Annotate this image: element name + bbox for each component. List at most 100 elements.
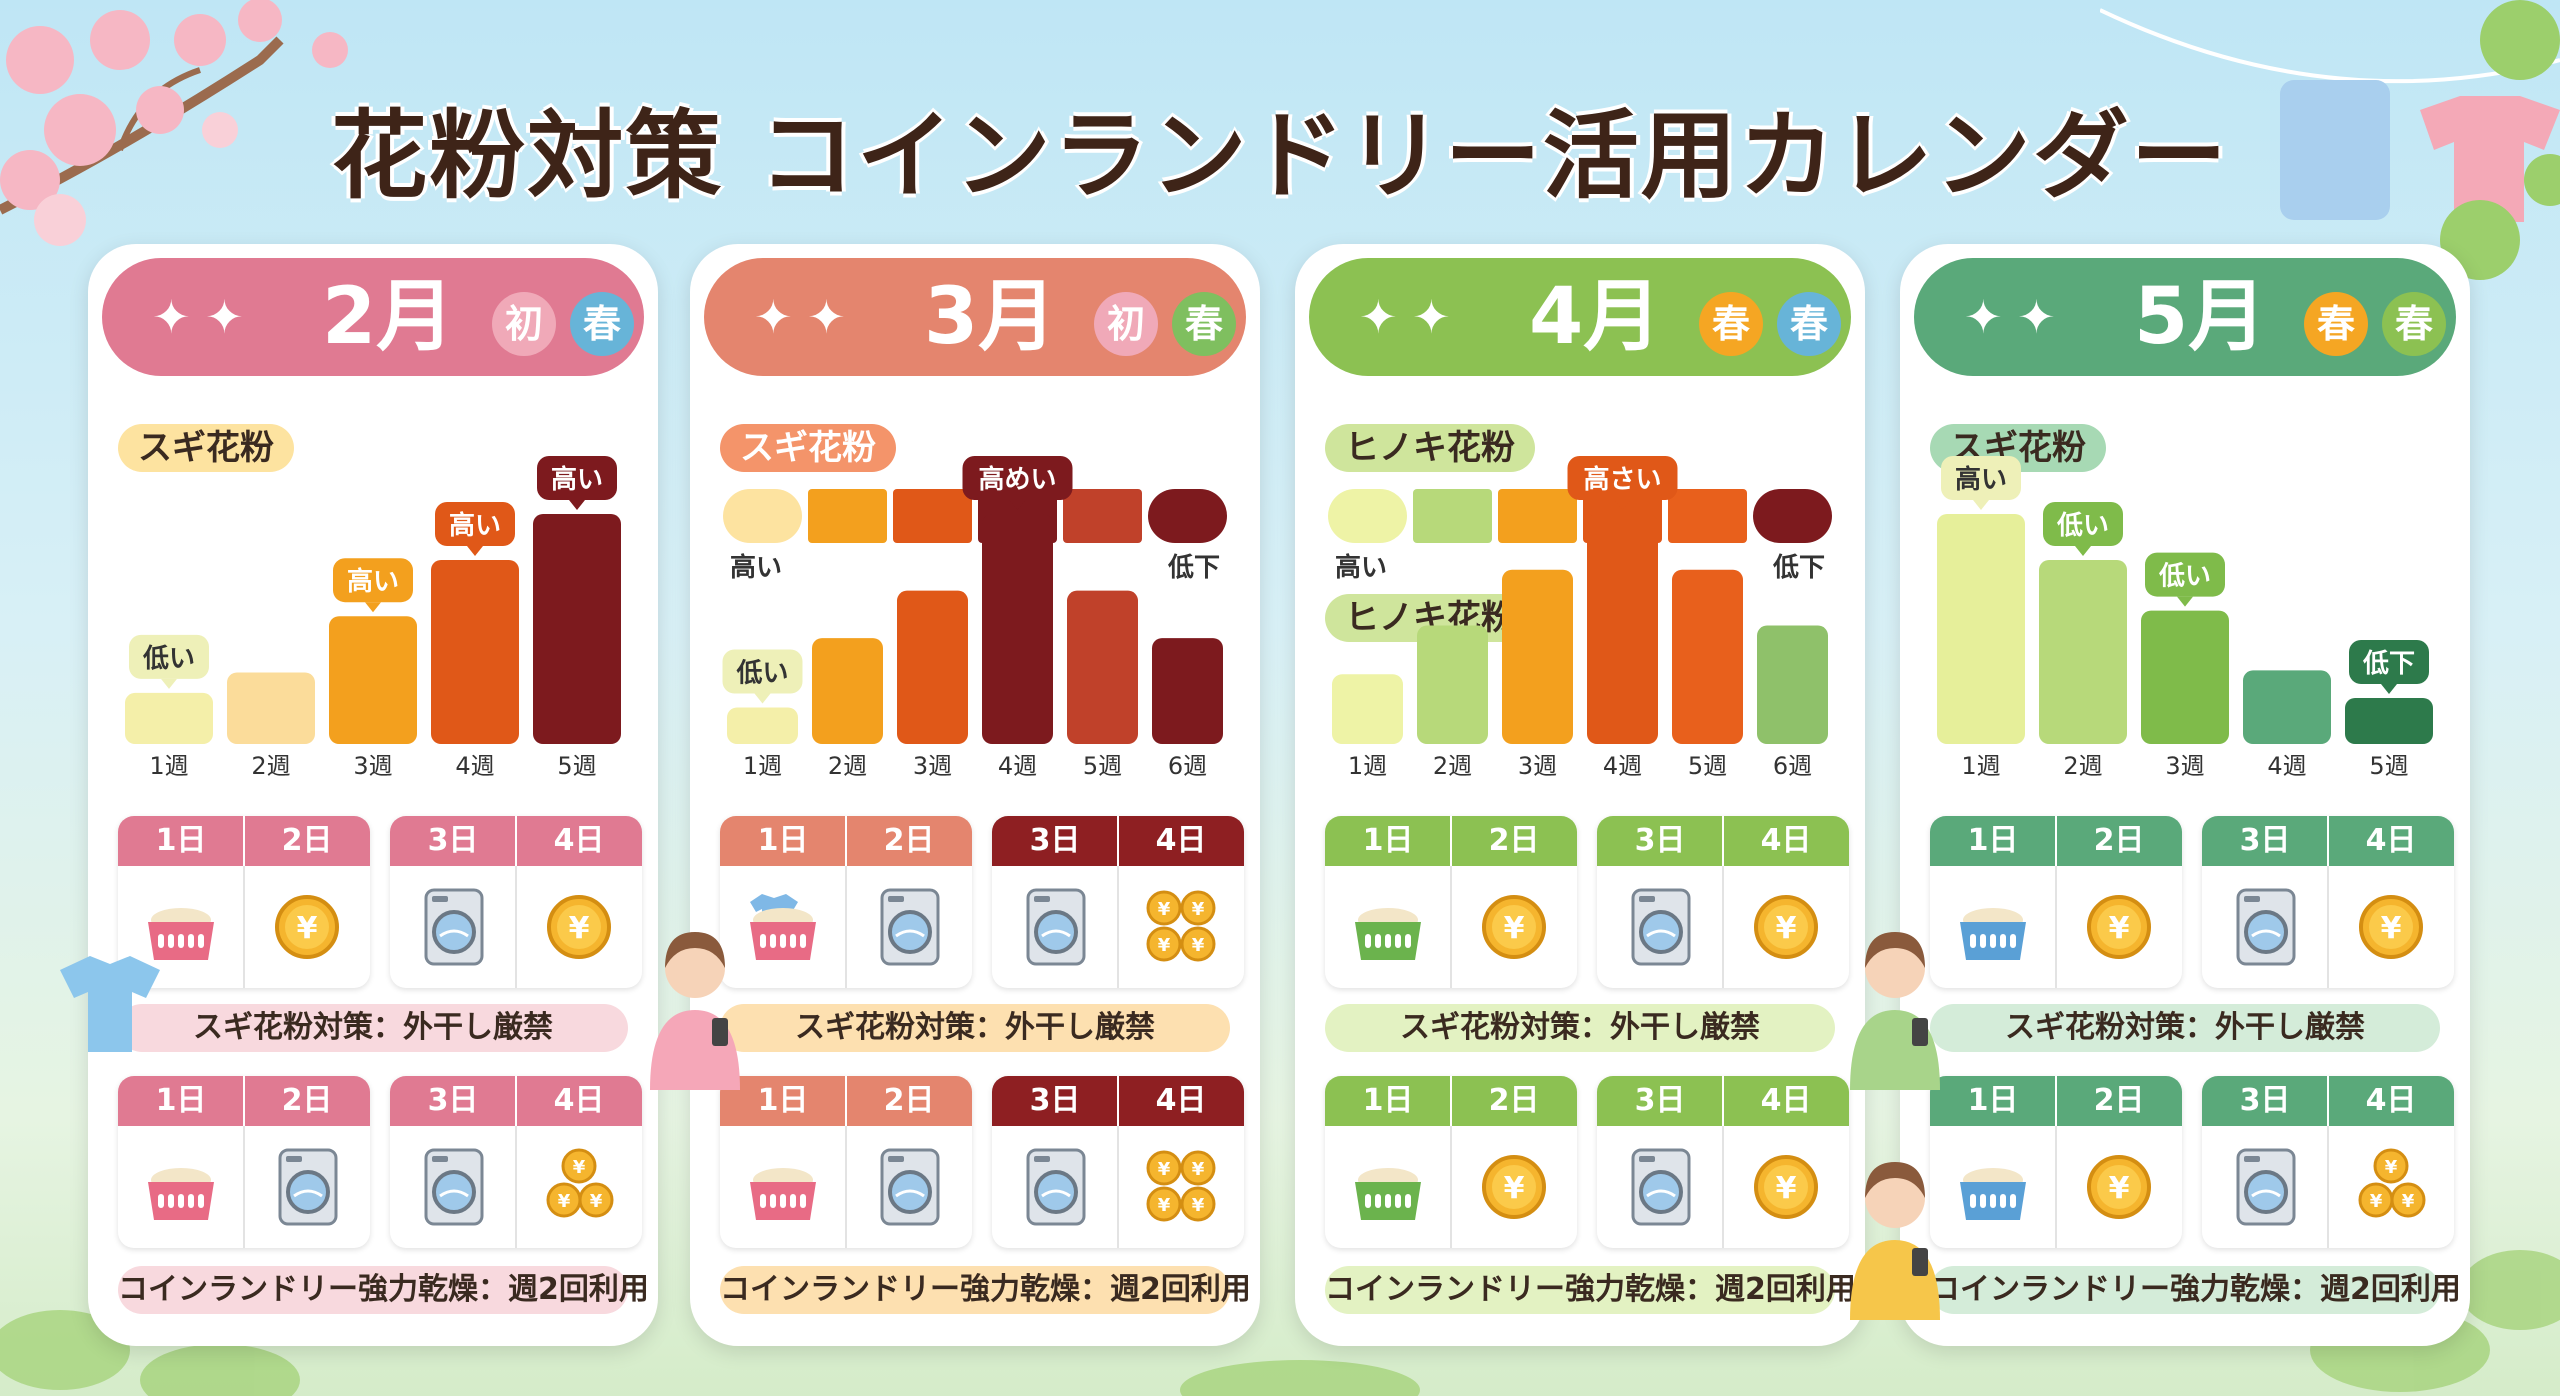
day-label: 3日 (2202, 1076, 2328, 1126)
season-badge: 春 (1777, 292, 1841, 356)
calendar-day-grid: 3日 4日 ¥ ¥ ¥ ¥ (992, 1076, 1244, 1248)
day-label: 4日 (1723, 1076, 1849, 1126)
day-cell: ¥ (2328, 882, 2454, 972)
season-badge: 春 (1172, 292, 1236, 356)
pollen-level-segment (893, 489, 972, 543)
svg-text:¥: ¥ (297, 911, 318, 946)
season-badge: 春 (2382, 292, 2446, 356)
day-label: 1日 (1930, 1076, 2056, 1126)
yen-coins-icon: ¥ ¥ ¥ ¥ (1146, 1150, 1216, 1222)
week-tick-label: 5週 (1083, 752, 1122, 780)
day-cell (1930, 1142, 2056, 1232)
day-cell (390, 882, 516, 972)
data-label: 低い (2056, 511, 2109, 541)
month-card-4: ✦ ✦ 4月春春ヒノキ花粉 ヒノキ花粉 高い 低下 1週 2週 3週 4週 高さい 5週 6週 1日 2日… (1295, 244, 1865, 1346)
calendar-day-grid: 1日 2日 ¥ (1930, 1076, 2182, 1248)
data-label-bubble (2043, 502, 2123, 546)
day-label: 3日 (1597, 1076, 1723, 1126)
svg-text:¥: ¥ (1158, 899, 1171, 920)
day-cell: ¥ (1451, 1142, 1577, 1232)
data-label: 高さい (1583, 464, 1661, 495)
day-label: 1日 (118, 1076, 244, 1126)
advice-banner: コインランドリー強力乾燥：週2回利用 (118, 1266, 649, 1314)
level-high-label: 高い (730, 552, 782, 583)
day-label: 1日 (720, 1076, 846, 1126)
washing-machine-icon (424, 1148, 484, 1226)
month-header: ✦ ✦ 5月春春 (1914, 258, 2456, 376)
day-cell: ¥ (2056, 882, 2182, 972)
day-cell: ¥ ¥ ¥ (516, 1142, 642, 1232)
day-cell (720, 1142, 846, 1232)
week-tick-label: 3週 (353, 752, 392, 780)
month-card-2: ✦ ✦ 2月初春スギ花粉 1週 低い 2週 3週 高い 4週 高い 5週 高い 1日 2日 ¥3日 4日 ¥ ス… (88, 244, 658, 1346)
day-label: 3日 (992, 1076, 1118, 1126)
data-label-bubble (722, 649, 803, 694)
sparkle-icon: ✦ ✦ (754, 290, 846, 344)
pollen-level-segment (1063, 489, 1142, 543)
svg-text:¥: ¥ (590, 1191, 603, 1212)
cherry-blossom-decoration (0, 0, 348, 246)
pollen-bar (812, 638, 883, 744)
season-badge: 春 (570, 292, 634, 356)
advice-banner: スギ花粉対策：外干し厳禁 (1325, 1004, 1835, 1052)
pollen-bar (2141, 610, 2229, 744)
week-tick-label: 3週 (1518, 752, 1557, 780)
svg-text:¥: ¥ (2109, 911, 2130, 946)
yen-coin-icon: ¥ (2087, 895, 2151, 959)
pollen-type-label: ヒノキ花粉 (1325, 424, 1535, 472)
calendar-day-grid: 3日 4日 ¥ (1597, 816, 1849, 988)
svg-text:¥: ¥ (1776, 911, 1797, 946)
pollen-bar (329, 616, 417, 744)
week-tick-label: 5週 (1688, 752, 1727, 780)
laundry-basket-icon (1355, 1168, 1421, 1220)
data-label-bubble (2145, 552, 2225, 597)
day-label: 2日 (244, 1076, 370, 1126)
data-label-bubble (2349, 640, 2429, 684)
day-cell (118, 882, 244, 972)
pollen-level-segment (1328, 489, 1407, 543)
svg-text:¥: ¥ (1192, 1195, 1205, 1216)
pollen-bar (1937, 514, 2025, 744)
day-cell (244, 1142, 370, 1232)
yen-coin-icon: ¥ (1482, 1155, 1546, 1219)
data-label: 低い (2158, 562, 2211, 592)
calendar-day-grid: 3日 4日 ¥ (1597, 1076, 1849, 1248)
pollen-bar-chart: 高い 低下 1週 低い 2週 3週 4週 高めい 5週 6週 (722, 456, 1227, 780)
month-label: 4月 (1529, 272, 1662, 362)
day-cell: ¥ (244, 882, 370, 972)
pollen-bar (533, 514, 621, 744)
day-cell: ¥ (1723, 882, 1849, 972)
week-tick-label: 1週 (1348, 752, 1387, 780)
page-title: 花粉対策 コインランドリー活用カレンダー (331, 100, 2229, 212)
pollen-bar (2345, 698, 2433, 744)
week-tick-label: 6週 (1773, 752, 1812, 780)
pollen-level-segment (808, 489, 887, 543)
svg-text:¥: ¥ (569, 911, 590, 946)
season-badge: 春 (1699, 292, 1763, 356)
svg-text:¥: ¥ (2370, 1191, 2383, 1212)
laundry-basket-icon (750, 1168, 816, 1220)
person-with-phone-icon (650, 932, 740, 1090)
yen-coin-icon: ¥ (547, 895, 611, 959)
day-cell (1930, 882, 2056, 972)
week-tick-label: 3週 (2165, 752, 2204, 780)
day-label: 3日 (390, 816, 516, 866)
day-label: 2日 (846, 816, 972, 866)
pollen-level-segment (1148, 489, 1227, 543)
sparkle-icon: ✦ ✦ (1964, 290, 2056, 344)
svg-text:¥: ¥ (1504, 1171, 1525, 1206)
day-label: 2日 (1451, 816, 1577, 866)
data-label-bubble (435, 502, 515, 546)
day-label: 1日 (1325, 1076, 1451, 1126)
pollen-bar (227, 672, 315, 744)
pollen-bar (897, 590, 968, 744)
week-tick-label: 2週 (828, 752, 867, 780)
svg-text:¥: ¥ (2109, 1171, 2130, 1206)
month-header: ✦ ✦ 2月初春 (102, 258, 644, 376)
level-high-label: 高い (1335, 552, 1387, 583)
day-label: 4日 (1118, 816, 1244, 866)
washing-machine-icon (278, 1148, 338, 1226)
svg-text:¥: ¥ (1192, 935, 1205, 956)
calendar-day-grid: 1日 2日 ¥ (1325, 816, 1577, 988)
pollen-level-segment (1498, 489, 1577, 543)
